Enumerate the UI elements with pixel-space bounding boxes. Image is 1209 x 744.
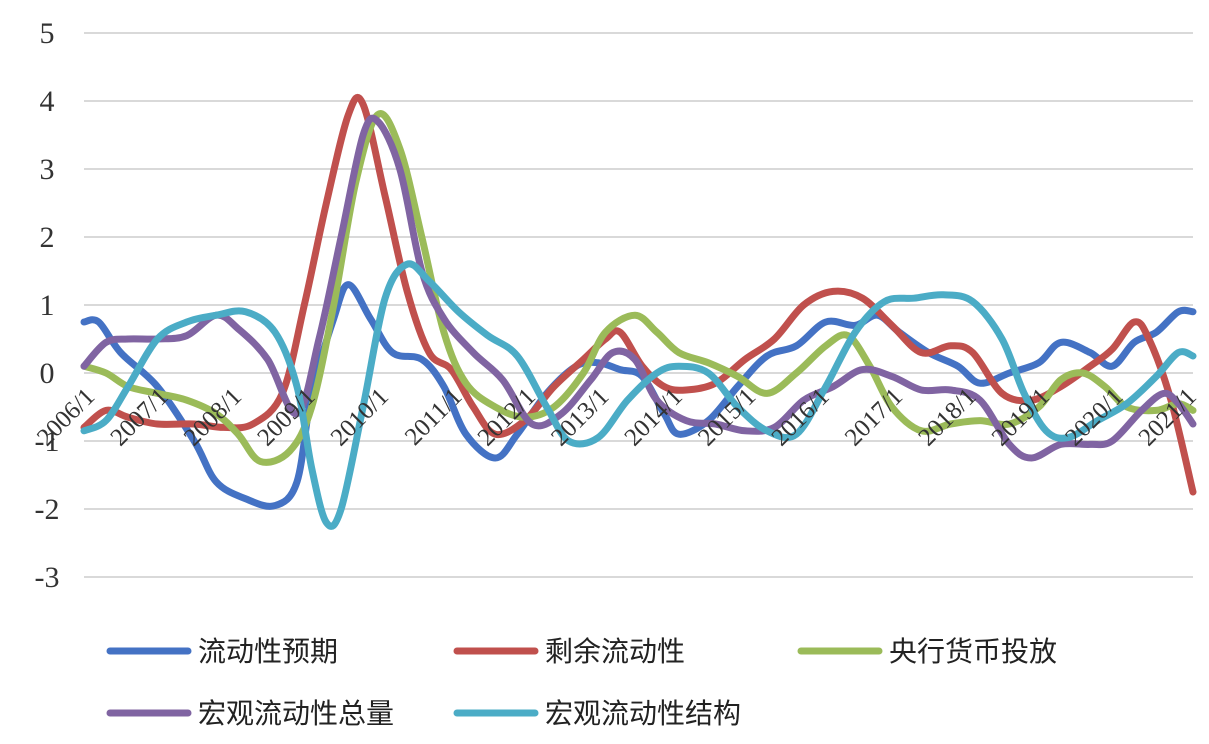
y-tick-label: -3	[35, 561, 60, 594]
y-axis-tick-labels: 5 4 3 2 1 0 -1 -2 -3	[35, 17, 60, 594]
series-line-1	[80, 281, 1197, 510]
y-tick-label: 5	[40, 17, 55, 50]
legend-label: 剩余流动性	[545, 635, 685, 668]
y-tick-label: 1	[40, 289, 55, 322]
legend-label: 央行货币投放	[889, 635, 1057, 668]
y-tick-label: -2	[35, 493, 60, 526]
gridlines	[84, 32, 1193, 578]
legend-label: 宏观流动性总量	[198, 697, 394, 730]
y-tick-label: 3	[40, 153, 55, 186]
series-lines	[80, 93, 1197, 530]
series-line-3	[80, 110, 1197, 466]
y-tick-label: 0	[40, 357, 55, 390]
y-tick-label: 4	[40, 85, 55, 118]
series-line-5	[80, 260, 1197, 530]
y-tick-label: 2	[40, 221, 55, 254]
series-line-4	[80, 114, 1197, 462]
legend-label: 流动性预期	[198, 635, 338, 668]
y-tick-label: -1	[35, 425, 60, 458]
legend-label: 宏观流动性结构	[545, 697, 741, 730]
